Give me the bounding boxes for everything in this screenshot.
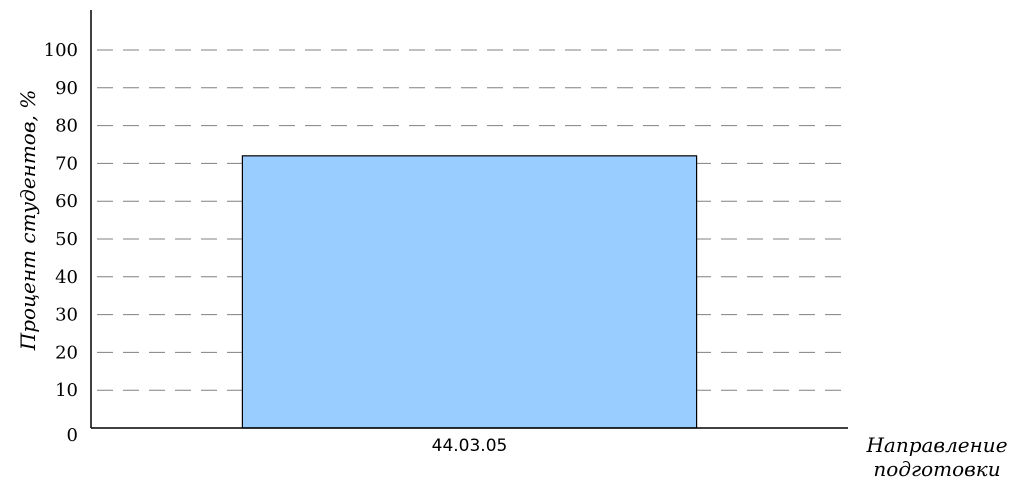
x-axis-title-line1: Направление <box>865 433 1007 457</box>
y-tick-label: 70 <box>55 153 78 174</box>
y-tick-label: 100 <box>44 40 78 61</box>
bars <box>241 155 698 429</box>
y-tick-label: 60 <box>55 191 78 212</box>
y-tick-label: 40 <box>55 267 78 288</box>
bar <box>241 155 698 429</box>
y-tick-label: 30 <box>55 305 78 326</box>
y-tick-label: 90 <box>55 78 78 99</box>
y-tick-label: 10 <box>55 380 78 401</box>
y-tick-label: 0 <box>67 425 78 446</box>
x-tick-labels: 44.03.05 <box>432 436 508 456</box>
y-tick-label: 50 <box>55 229 78 250</box>
x-axis-title-line2: подготовки <box>873 457 1000 481</box>
x-tick-label: 44.03.05 <box>432 436 508 456</box>
y-tick-label: 20 <box>55 342 78 363</box>
y-tick-label: 80 <box>55 116 78 137</box>
y-axis-title: Процент студентов, % <box>16 90 40 351</box>
y-tick-labels: 0 10 20 30 40 50 60 70 80 90 100 <box>44 40 78 446</box>
